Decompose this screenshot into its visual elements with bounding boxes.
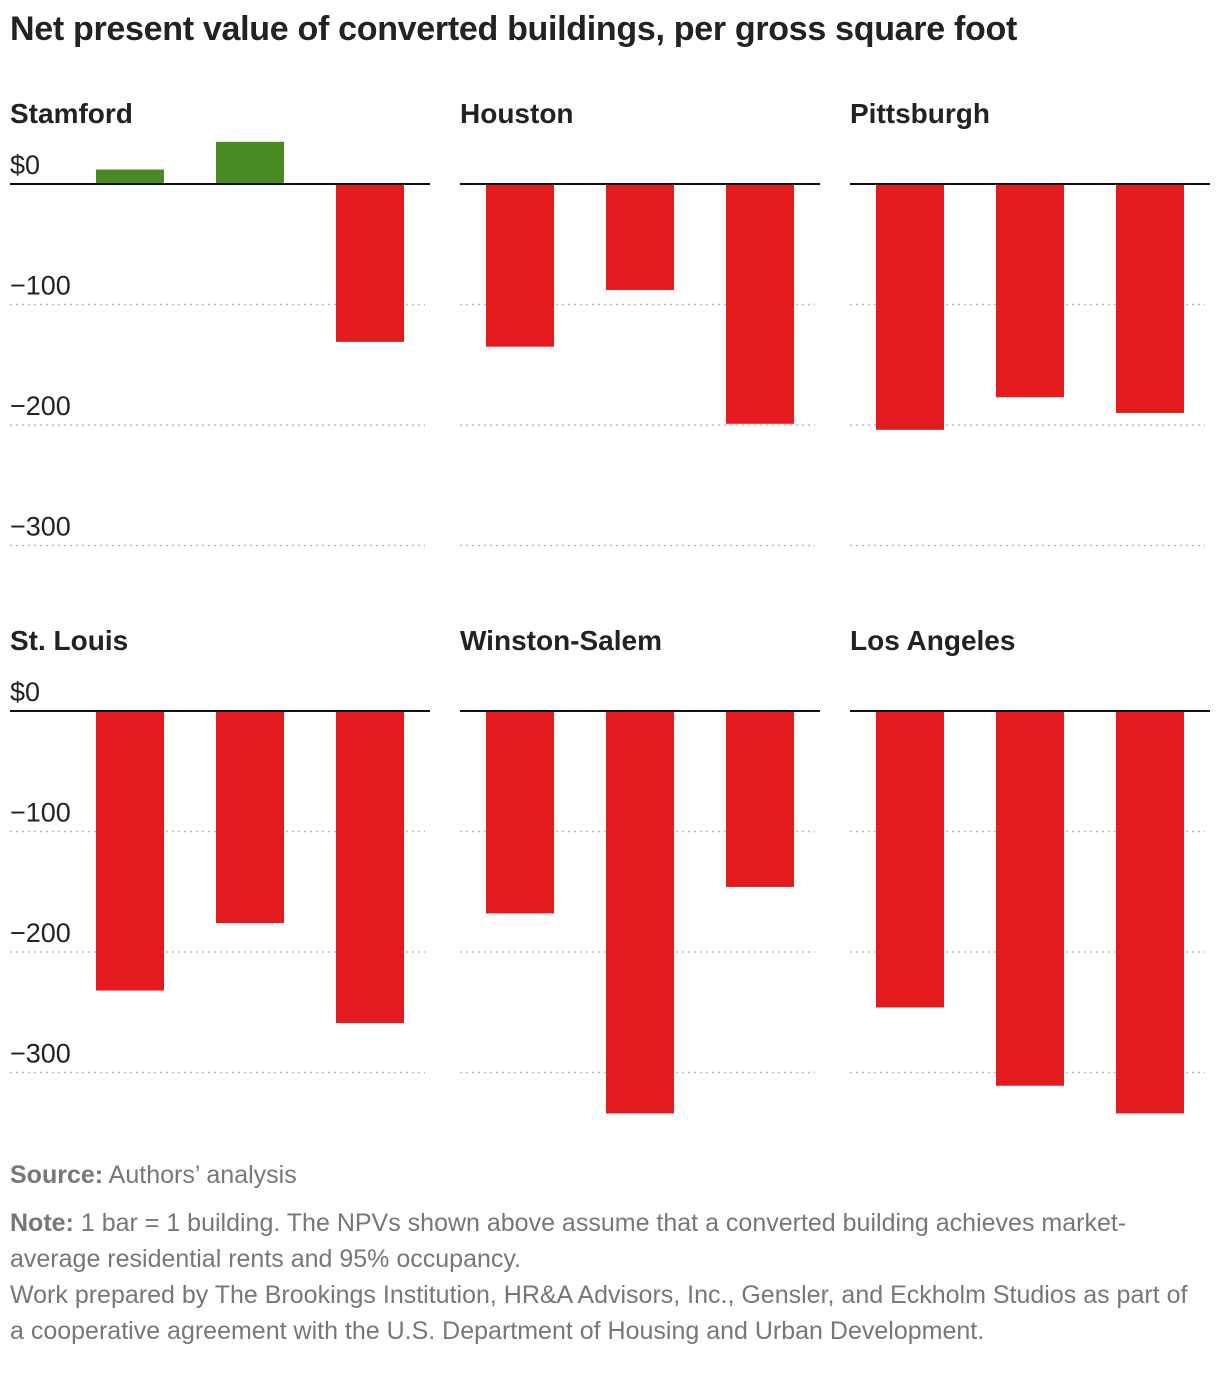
bar xyxy=(726,711,794,887)
credit-line: Work prepared by The Brookings Instituti… xyxy=(10,1281,1188,1345)
source-text: Authors’ analysis xyxy=(108,1161,297,1189)
bar xyxy=(1116,184,1184,413)
bar xyxy=(486,184,554,347)
chart-footer: Source: Authors’ analysis Note: 1 bar = … xyxy=(10,1157,1190,1349)
panel-stamford: Stamford $0 −100 −200 −300 xyxy=(10,98,430,547)
panel-title: Los Angeles xyxy=(850,625,1015,656)
panel-title: Houston xyxy=(460,98,574,129)
bar xyxy=(1116,711,1184,1114)
note-line: Note: 1 bar = 1 building. The NPVs shown… xyxy=(10,1205,1190,1277)
panel-houston: Houston xyxy=(460,98,820,547)
bar xyxy=(336,184,404,342)
panel-title: Winston-Salem xyxy=(460,625,662,656)
source-label: Source: xyxy=(10,1161,104,1189)
y-tick-label: −100 xyxy=(10,271,71,301)
y-tick-label: −200 xyxy=(10,918,71,948)
panel-title: Stamford xyxy=(10,98,133,129)
bar xyxy=(216,711,284,924)
bar xyxy=(96,169,164,184)
bar xyxy=(606,184,674,291)
y-tick-label: −300 xyxy=(10,1039,71,1069)
chart-title: Net present value of converted buildings… xyxy=(10,10,1017,48)
bar xyxy=(96,711,164,991)
bar xyxy=(876,184,944,430)
bar xyxy=(876,711,944,1008)
y-tick-label: −200 xyxy=(10,391,71,421)
bar xyxy=(996,711,1064,1086)
bar xyxy=(216,141,284,184)
panel-pittsburgh: Pittsburgh xyxy=(850,98,1210,547)
panel-los-angeles: Los Angeles xyxy=(850,625,1210,1114)
note-text: 1 bar = 1 building. The NPVs shown above… xyxy=(10,1209,1127,1273)
y-tick-label: −300 xyxy=(10,512,71,542)
chart-area: Stamford $0 −100 −200 −300 Houston Pittsburgh S… xyxy=(10,98,1210,1114)
bar xyxy=(486,711,554,914)
panel-title: Pittsburgh xyxy=(850,98,990,129)
y-tick-label: $0 xyxy=(10,677,40,707)
panel-st-louis: St. Louis $0 −100 −200 −300 xyxy=(10,625,430,1074)
bar xyxy=(726,184,794,424)
bar xyxy=(606,711,674,1114)
y-tick-label: $0 xyxy=(10,150,40,180)
panel-title: St. Louis xyxy=(10,625,128,656)
source-line: Source: Authors’ analysis xyxy=(10,1157,1190,1193)
note-label: Note: xyxy=(10,1209,74,1237)
bar xyxy=(996,184,1064,398)
panel-winston-salem: Winston-Salem xyxy=(460,625,820,1114)
bar xyxy=(336,711,404,1024)
y-tick-label: −100 xyxy=(10,798,71,828)
